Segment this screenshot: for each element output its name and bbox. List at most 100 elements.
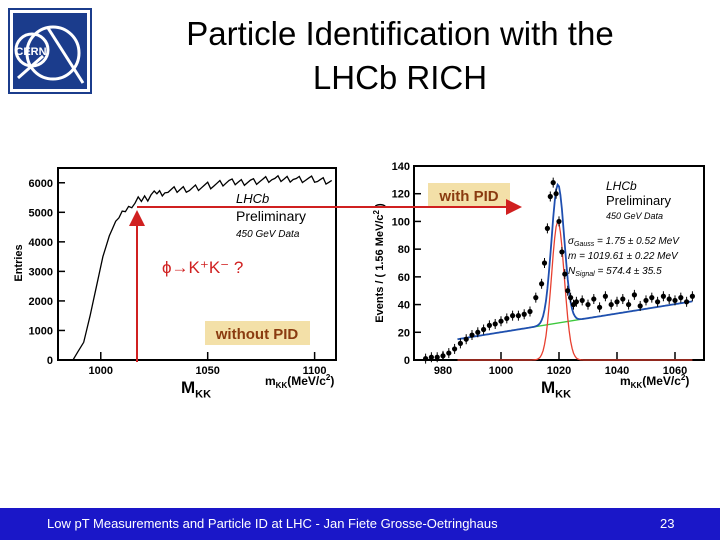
spectrum-histogram: [72, 174, 333, 361]
data-point: [655, 299, 661, 305]
mass-spectrum-with-pid: Events / ( 1.56 MeV/c2 ) 020406080100120…: [372, 161, 705, 390]
data-point: [626, 301, 632, 308]
data-point: [527, 308, 533, 315]
slide-title: Particle Identification with the LHCb RI…: [120, 12, 680, 100]
without-pid-tag-label: without PID: [215, 326, 299, 343]
fit-mass: m = 1019.61 ± 0.22 MeV: [568, 251, 679, 262]
mass-spectrum-without-pid: Entries 0 1000 2000 3000 4000 5000 6000 1000 10…: [13, 167, 337, 390]
y-tick-label: 6000: [29, 178, 53, 190]
data-point: [434, 354, 440, 360]
data-point: [547, 193, 553, 200]
data-point: [637, 303, 643, 309]
data-point: [521, 311, 527, 317]
data-point: [649, 295, 655, 301]
page-number: 23: [660, 516, 675, 531]
x-tick-label: 1100: [303, 365, 327, 377]
x-tick-label: 1000: [489, 365, 513, 377]
data-point: [568, 295, 574, 301]
y-tick-label: 2000: [29, 296, 53, 308]
y-tick-label: 5000: [29, 207, 53, 219]
x-tick-label: 980: [434, 365, 452, 377]
data-point: [550, 180, 556, 186]
data-point: [510, 313, 516, 319]
legend-lhcb: LHCb: [606, 179, 637, 193]
x-axis-label: mKK(MeV/c2): [620, 373, 689, 390]
total-fit-curve: [457, 182, 693, 341]
data-point: [620, 296, 626, 302]
data-point: [553, 191, 559, 197]
y-tick-label: 0: [47, 355, 53, 367]
data-point: [660, 293, 666, 299]
without-pid-tag: [205, 321, 310, 345]
data-point: [678, 295, 684, 301]
data-point: [666, 296, 672, 302]
data-point: [498, 318, 504, 324]
y-tick-label: 100: [392, 216, 410, 228]
legend-lhcb: LHCb: [236, 191, 269, 206]
data-point: [492, 321, 498, 327]
y-tick-label: 60: [398, 272, 410, 284]
data-point: [486, 322, 492, 328]
fit-sigma: σGauss = 1.75 ± 0.52 MeV: [568, 236, 680, 248]
legend-preliminary: Preliminary: [236, 208, 306, 224]
with-pid-tag: [428, 183, 510, 207]
data-point: [559, 249, 565, 255]
x-tick-label: 1000: [89, 365, 113, 377]
data-point: [481, 326, 487, 333]
data-point: [539, 281, 545, 287]
cern-logo: CERN: [8, 8, 92, 94]
legend-preliminary: Preliminary: [606, 193, 672, 208]
data-point: [504, 315, 510, 322]
x-tick-label: 1020: [547, 365, 571, 377]
data-point: [579, 297, 585, 304]
data-point: [573, 299, 579, 305]
data-point: [452, 346, 458, 352]
x-tick-label: 1050: [195, 365, 219, 377]
data-point: [428, 354, 434, 360]
data-point: [544, 225, 550, 231]
y-tick-label: 80: [398, 244, 410, 256]
data-point: [684, 299, 690, 305]
data-point: [565, 288, 571, 294]
data-point: [614, 299, 620, 305]
data-point: [602, 293, 608, 299]
y-tick-label: 4000: [29, 237, 53, 249]
y-tick-label: 3000: [29, 266, 53, 278]
data-point: [457, 340, 463, 346]
legend-data: 450 GeV Data: [606, 211, 663, 221]
x-axis-label: mKK(MeV/c2): [265, 373, 334, 390]
y-tick-label: 0: [404, 355, 410, 367]
data-point: [541, 260, 548, 266]
fit-nsignal: NSignal = 574.4 ± 35.5: [568, 266, 662, 278]
data-point: [475, 329, 481, 335]
x-tick-label: 1060: [663, 365, 687, 377]
data-point: [597, 304, 603, 310]
data-point: [643, 297, 649, 304]
data-point: [469, 332, 475, 338]
data-point: [556, 218, 562, 225]
y-tick-label: 40: [398, 300, 410, 312]
data-point: [608, 301, 614, 308]
data-point: [463, 336, 469, 342]
data-point: [591, 296, 597, 302]
y-tick-label: 120: [392, 189, 410, 201]
data-point: [446, 350, 452, 356]
data-point: [440, 353, 446, 359]
y-axis-label: Entries: [13, 244, 25, 281]
legend-data: 450 GeV Data: [236, 229, 300, 240]
with-pid-tag-label: with PID: [438, 188, 498, 205]
signal-peak-curve: [457, 220, 693, 361]
y-tick-label: 20: [398, 327, 410, 339]
title-line-1: Particle Identification with the: [186, 15, 614, 52]
data-point: [672, 297, 678, 304]
footer-bar: Low pT Measurements and Particle ID at L…: [0, 508, 720, 540]
label-mkk-left: MKK: [181, 378, 212, 401]
data-point: [689, 293, 695, 299]
phi-annotation: ϕ→K⁺K⁻ ?: [162, 258, 243, 277]
title-line-2: LHCb RICH: [312, 59, 488, 96]
y-tick-label: 140: [392, 161, 410, 173]
x-tick-label: 1040: [605, 365, 629, 377]
data-point: [631, 292, 637, 298]
y-tick-label: 1000: [29, 325, 53, 337]
cern-logo-text: CERN: [15, 46, 46, 58]
